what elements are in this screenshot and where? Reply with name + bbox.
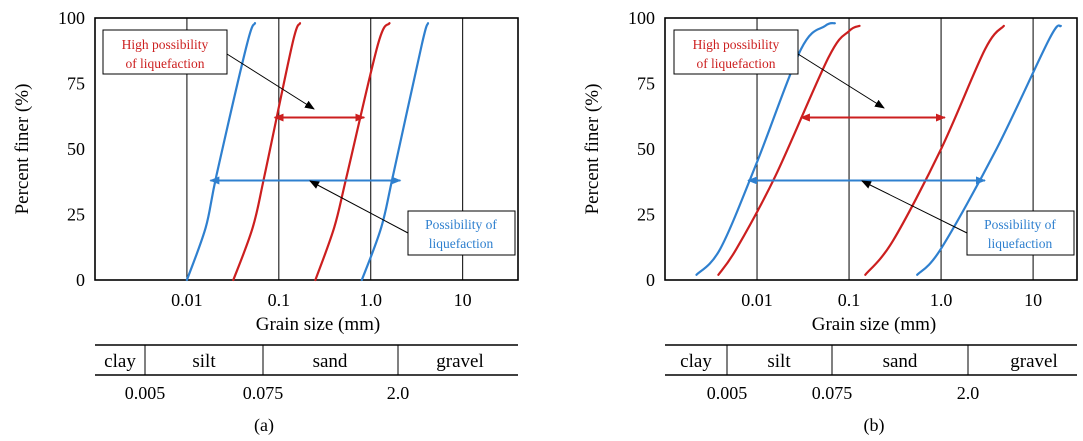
gradation-curve (314, 22, 391, 282)
y-tick-label: 0 (76, 270, 85, 290)
gradation-curve (360, 22, 430, 282)
soil-label-clay: clay (104, 351, 136, 372)
panel-b: 0 25 50 75 100 0.01 0.1 1.0 10 Percent finer (%… (582, 8, 1078, 436)
range-arrows (747, 113, 986, 185)
soil-boundary-2: 2.0 (387, 383, 410, 403)
y-tick-label: 50 (67, 139, 85, 159)
soil-boundary-0: 0.005 (707, 383, 748, 403)
y-axis-label: Percent finer (%) (12, 84, 33, 215)
soil-label-silt: silt (767, 351, 791, 372)
y-tick-labels: 0 25 50 75 100 (58, 8, 85, 290)
curves (185, 22, 430, 282)
callout-possibility-pointer (861, 180, 968, 234)
range-arrows (209, 113, 402, 185)
x-tick-labels: 0.01 0.1 1.0 10 (171, 290, 471, 310)
gradation-curve (232, 22, 302, 282)
soil-label-sand: sand (313, 351, 348, 372)
x-tick-label: 0.1 (838, 290, 861, 310)
gradation-curve (717, 24, 861, 276)
gradation-curve (185, 22, 257, 282)
soil-label-gravel: gravel (1010, 351, 1057, 372)
x-tick-label: 1.0 (930, 290, 953, 310)
callout-high-line2: of liquefaction (125, 56, 204, 71)
y-tick-label: 25 (67, 205, 85, 225)
soil-boundary-0: 0.005 (125, 383, 166, 403)
callout-possibility-pointer (309, 180, 409, 234)
soil-label-silt: silt (192, 351, 216, 372)
soil-table: clay silt sand gravel 0.005 0.075 2.0 (665, 344, 1077, 403)
y-axis-label: Percent finer (%) (582, 84, 603, 215)
x-tick-label: 0.01 (171, 290, 203, 310)
soil-boundary-1: 0.075 (812, 383, 853, 403)
callout-possibility-line1: Possibility of (425, 217, 497, 232)
callout-possibility-line2: liquefaction (988, 236, 1053, 251)
callout-high-possibility: High possibility of liquefaction (673, 29, 799, 75)
x-tick-label: 10 (454, 290, 472, 310)
y-tick-label: 100 (58, 8, 85, 28)
gradation-curve (864, 24, 1005, 276)
x-tick-label: 10 (1024, 290, 1042, 310)
soil-label-gravel: gravel (436, 351, 483, 372)
callout-possibility: Possibility of liquefaction (966, 210, 1075, 256)
gradation-curve (695, 21, 836, 276)
y-tick-label: 100 (628, 8, 655, 28)
callout-high-possibility: High possibility of liquefaction (102, 29, 228, 75)
callout-high-line1: High possibility (122, 37, 209, 52)
callout-high-pointer (226, 53, 315, 110)
y-tick-label: 0 (646, 270, 655, 290)
panel-label: (a) (254, 415, 274, 436)
panel-a: 0 25 50 75 100 0.01 0.1 1.0 10 Percent finer (%… (12, 8, 519, 436)
panel-label: (b) (864, 415, 885, 436)
soil-label-sand: sand (883, 351, 918, 372)
callout-possibility: Possibility of liquefaction (407, 210, 516, 256)
callout-possibility-line2: liquefaction (429, 236, 494, 251)
callout-high-line1: High possibility (693, 37, 780, 52)
y-tick-label: 75 (67, 74, 85, 94)
plot-frame (664, 17, 1078, 281)
x-axis-label: Grain size (mm) (256, 314, 381, 335)
x-tick-label: 0.01 (741, 290, 773, 310)
y-tick-label: 75 (637, 74, 655, 94)
curves (695, 21, 1062, 276)
x-tick-label: 1.0 (359, 290, 382, 310)
callout-high-pointer (797, 53, 885, 109)
y-tick-labels: 0 25 50 75 100 (628, 8, 655, 290)
gradation-curve (916, 24, 1062, 276)
y-tick-label: 25 (637, 205, 655, 225)
callout-high-line2: of liquefaction (696, 56, 775, 71)
callout-possibility-line1: Possibility of (984, 217, 1056, 232)
x-tick-labels: 0.01 0.1 1.0 10 (741, 290, 1042, 310)
x-tick-label: 0.1 (268, 290, 291, 310)
x-axis-label: Grain size (mm) (812, 314, 937, 335)
soil-boundary-2: 2.0 (957, 383, 980, 403)
y-tick-label: 50 (637, 139, 655, 159)
plot-frame (94, 17, 519, 281)
soil-boundary-1: 0.075 (243, 383, 284, 403)
soil-table: clay silt sand gravel 0.005 0.075 2.0 (95, 344, 518, 403)
soil-label-clay: clay (680, 351, 712, 372)
